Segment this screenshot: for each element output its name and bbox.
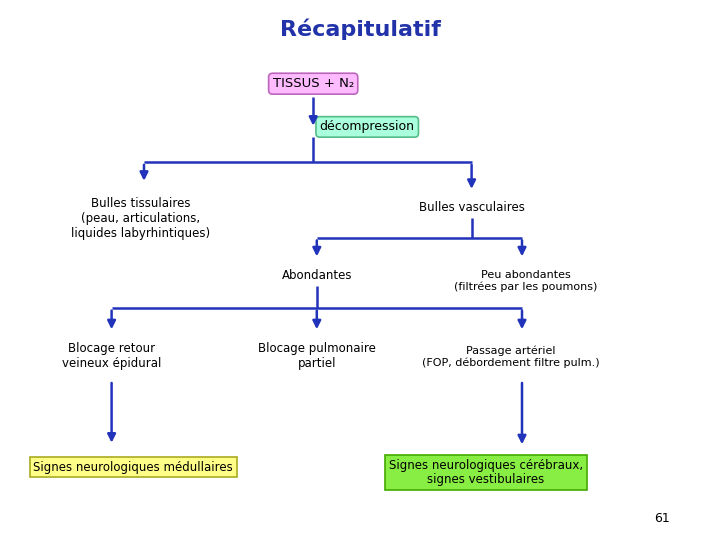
Text: Peu abondantes
(filtrées par les poumons): Peu abondantes (filtrées par les poumons… <box>454 269 598 292</box>
Text: 61: 61 <box>654 512 670 525</box>
Text: Bulles tissulaires
(peau, articulations,
liquides labyrhintiques): Bulles tissulaires (peau, articulations,… <box>71 197 210 240</box>
Text: Blocage pulmonaire
partiel: Blocage pulmonaire partiel <box>258 342 376 370</box>
Text: Abondantes: Abondantes <box>282 269 352 282</box>
Text: Passage artériel
(FOP, débordement filtre pulm.): Passage artériel (FOP, débordement filtr… <box>423 345 600 368</box>
Text: décompression: décompression <box>320 120 415 133</box>
Text: Signes neurologiques cérébraux,
signes vestibulaires: Signes neurologiques cérébraux, signes v… <box>389 458 583 487</box>
Text: Récapitulatif: Récapitulatif <box>279 19 441 40</box>
Text: TISSUS + N₂: TISSUS + N₂ <box>273 77 354 90</box>
Text: Signes neurologiques médullaires: Signes neurologiques médullaires <box>33 461 233 474</box>
Text: Blocage retour
veineux épidural: Blocage retour veineux épidural <box>62 342 161 370</box>
Text: Bulles vasculaires: Bulles vasculaires <box>418 201 525 214</box>
